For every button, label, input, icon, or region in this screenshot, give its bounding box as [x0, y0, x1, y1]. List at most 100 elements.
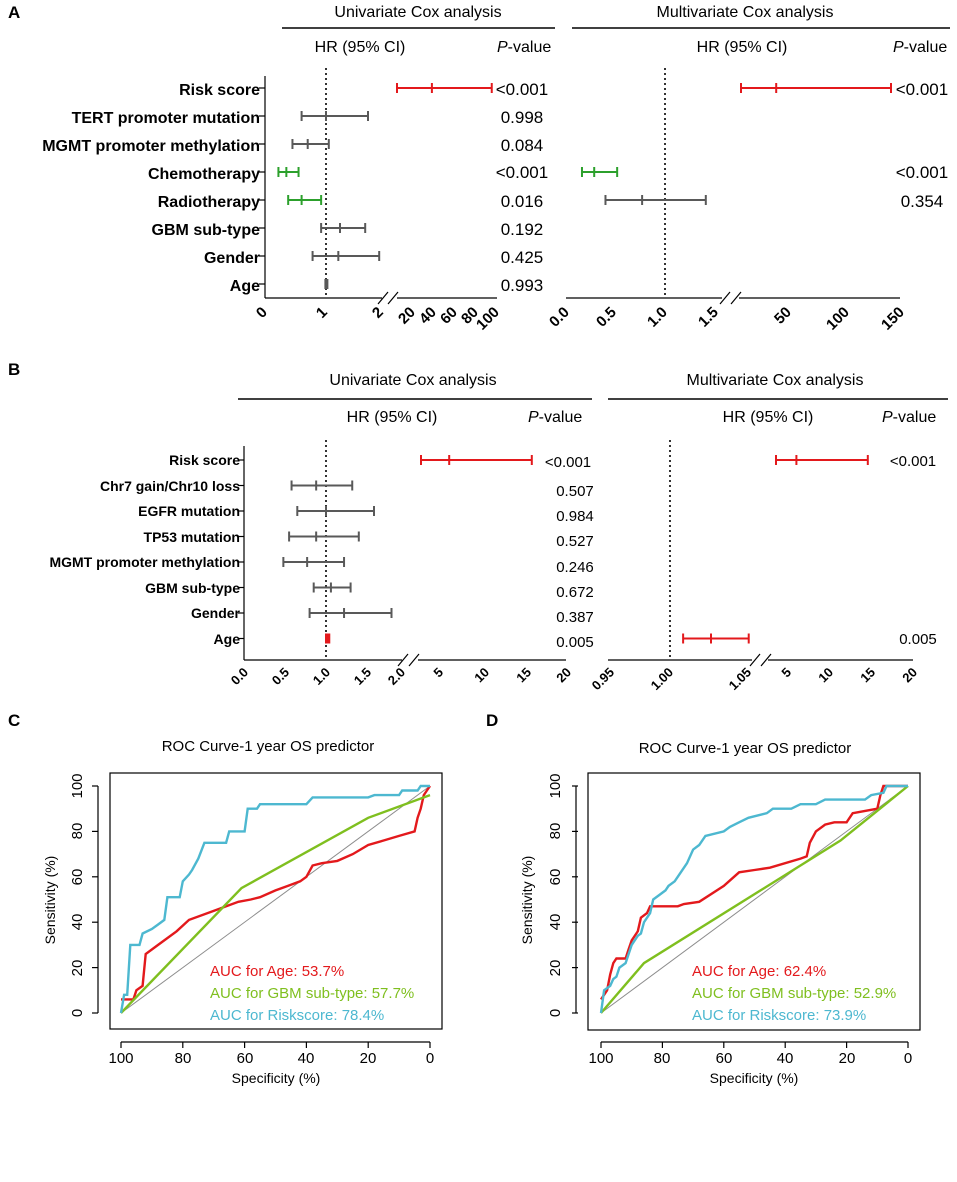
panel-a-var-7: Age: [230, 278, 260, 295]
panel-b-uni-p-header: P-value: [528, 409, 582, 426]
panel-c-ytick-0: 0: [69, 1009, 86, 1017]
panel-b-uni-p-4: 0.246: [556, 559, 594, 576]
panel-b-letter: B: [8, 360, 20, 379]
panel-c-tick-marks: [92, 785, 431, 1048]
panel-a-uni-tick-1: 1: [313, 304, 331, 322]
panel-d-ytick-2: 40: [547, 914, 564, 931]
panel-b-multi-tick-0: 0.95: [589, 665, 618, 694]
panel-b-var-5: GBM sub-type: [145, 580, 240, 596]
panel-c-curve-1: [120, 793, 431, 1014]
panel-d-x-tick-labels: 100 80 60 40 20 0: [588, 1050, 912, 1067]
panel-d-xlabel: Specificity (%): [710, 1070, 799, 1086]
panel-b-uni-tick-3: 1.5: [351, 665, 374, 688]
panel-c-legend: AUC for Age: 53.7% AUC for GBM sub-type:…: [210, 963, 414, 1024]
panel-d-ytick-0: 0: [547, 1009, 564, 1017]
panel-c-y-tick-labels: 0 20 40 60 80 100: [69, 773, 86, 1017]
panel-a-var-0: Risk score: [179, 82, 260, 99]
panel-d-xtick-4: 20: [839, 1050, 856, 1067]
panel-a-axes: [264, 68, 900, 305]
panel-a-uni-p-2: 0.084: [501, 136, 544, 155]
panel-a-univariate-header: Univariate Cox analysis HR (95% CI) P-va…: [282, 4, 555, 56]
panel-a-uni-p-3: <0.001: [496, 163, 548, 182]
panel-b-uni-tick-4: 2.0: [385, 665, 408, 688]
panel-a-var-2: MGMT promoter methylation: [42, 138, 260, 155]
panel-a-uni-tick-7: 100: [473, 304, 503, 334]
panel-a-uni-tick-2: 2: [369, 304, 387, 322]
panel-b-multi-p-1: 0.005: [899, 631, 937, 648]
panel-c-xtick-1: 80: [175, 1050, 192, 1067]
panel-c-ylabel: Sensitivity (%): [42, 856, 58, 945]
panel-c-curve-0: [121, 785, 431, 1001]
panel-d-xtick-2: 60: [716, 1050, 733, 1067]
panel-b-multivariate-header: Multivariate Cox analysis HR (95% CI) P-…: [608, 372, 948, 426]
panel-b-multi-p-header: P-value: [882, 409, 936, 426]
panel-c-ytick-3: 60: [69, 869, 86, 886]
panel-d-y-tick-labels: 0 20 40 60 80 100: [547, 773, 564, 1017]
panel-c-ytick-2: 40: [69, 914, 86, 931]
panel-a-uni-hr-header: HR (95% CI): [315, 39, 406, 56]
panel-b-uni-title: Univariate Cox analysis: [329, 372, 496, 389]
panel-a-uni-p-7: 0.993: [501, 276, 544, 295]
panel-c-letter: C: [8, 711, 20, 730]
panel-d-curve-1: [600, 785, 909, 1014]
panel-b-axes: [243, 440, 913, 667]
panel-a-uni-p-1: 0.998: [501, 108, 544, 127]
panel-a-var-5: GBM sub-type: [152, 222, 261, 239]
panel-d-legend-age: AUC for Age: 62.4%: [692, 963, 826, 980]
panel-d-curve-2: [599, 784, 908, 1014]
panel-d-xtick-0: 100: [588, 1050, 613, 1067]
panel-b-var-7: Age: [214, 631, 241, 647]
panel-b-var-0: Risk score: [169, 452, 240, 468]
panel-a-multi-tick-4: 50: [771, 304, 795, 328]
panel-a-multi-p-0: <0.001: [896, 80, 948, 99]
panel-b-multi-pvalues: <0.001 0.005: [890, 453, 937, 648]
panel-b-multi-tick-1: 1.00: [648, 665, 677, 694]
panel-a-multi-tick-1: 0.5: [593, 304, 620, 331]
panel-a-multivariate-forest: [580, 83, 892, 205]
panel-d-xtick-3: 40: [777, 1050, 794, 1067]
panel-a-multi-tick-2: 1.0: [644, 304, 671, 331]
panel-a-uni-ci-7: [324, 279, 329, 289]
panel-c-axes: [97, 772, 443, 1043]
panel-d-ytick-4: 80: [547, 823, 564, 840]
panel-c-xtick-2: 60: [237, 1050, 254, 1067]
panel-b-uni-tick-0: 0.0: [228, 665, 251, 688]
panel-d-ylabel: Sensitivity (%): [519, 856, 535, 945]
panel-a-multi-tick-0: 0.0: [546, 304, 573, 331]
panel-b-var-4: MGMT promoter methylation: [49, 554, 240, 570]
panel-b-multi-tick-6: 20: [899, 665, 920, 686]
panel-a-uni-p-0: <0.001: [496, 80, 548, 99]
panel-d-xtick-1: 80: [654, 1050, 671, 1067]
panel-a-multi-p-header: P-value: [893, 39, 947, 56]
panel-a-variable-labels: Risk score TERT promoter mutation MGMT p…: [42, 82, 260, 295]
panel-d-ytick-1: 20: [547, 960, 564, 977]
panel-d-curves: [599, 784, 909, 1014]
panel-c-xtick-3: 40: [298, 1050, 315, 1067]
panel-d-ytick-5: 100: [547, 773, 564, 798]
panel-b-multi-tick-5: 15: [857, 665, 878, 686]
panel-a-uni-title: Univariate Cox analysis: [334, 4, 501, 21]
panel-a-multi-tick-3: 1.5: [695, 304, 722, 331]
panel-a-multi-ticks: 0.0 0.5 1.0 1.5 50 100 150: [546, 304, 908, 334]
panel-a-uni-ticks: 0 1 2 20 40 60 80 100: [253, 304, 503, 334]
panel-a-uni-pvalues: <0.001 0.998 0.084 <0.001 0.016 0.192 0.…: [496, 80, 548, 295]
panel-a-uni-tick-0: 0: [253, 304, 271, 322]
panel-c-ytick-1: 20: [69, 960, 86, 977]
panel-b-multi-title: Multivariate Cox analysis: [687, 372, 864, 389]
panel-d-letter: D: [486, 711, 498, 730]
panel-d-axes: [575, 772, 921, 1043]
panel-b-var-2: EGFR mutation: [138, 503, 240, 519]
panel-d-tick-marks: [572, 785, 909, 1048]
panel-a-uni-p-5: 0.192: [501, 220, 544, 239]
panel-d-ytick-3: 60: [547, 869, 564, 886]
panel-a-uni-p-6: 0.425: [501, 248, 544, 267]
panel-a-var-3: Chemotherapy: [148, 166, 260, 183]
panel-a-var-4: Radiotherapy: [158, 194, 260, 211]
panel-b-variable-labels: Risk score Chr7 gain/Chr10 loss EGFR mut…: [49, 452, 240, 647]
panel-c-curve-2: [119, 784, 430, 1014]
panel-b-multivariate-forest: [682, 455, 869, 644]
panel-b-univariate-forest: [238, 455, 533, 644]
panel-c-ytick-5: 100: [69, 773, 86, 798]
panel-a-uni-p-4: 0.016: [501, 192, 544, 211]
